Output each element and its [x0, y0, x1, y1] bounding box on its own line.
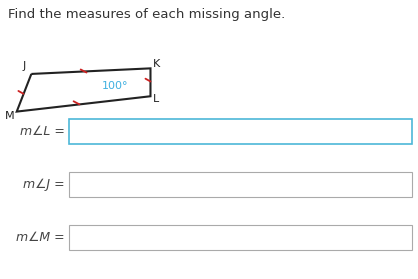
Text: 100: 100	[72, 231, 96, 244]
Bar	[69, 119, 412, 144]
Text: K: K	[153, 59, 160, 69]
Text: 100°: 100°	[102, 81, 128, 91]
Text: J: J	[23, 61, 26, 71]
Text: Find the measures of each missing angle.: Find the measures of each missing angle.	[8, 8, 285, 21]
Text: m∠M =: m∠M =	[16, 231, 65, 244]
Bar	[69, 225, 412, 250]
Text: M: M	[4, 111, 14, 121]
Bar	[69, 172, 412, 197]
Text: L: L	[153, 94, 159, 104]
Text: m∠L =: m∠L =	[20, 125, 65, 138]
Text: m∠J =: m∠J =	[23, 178, 65, 191]
